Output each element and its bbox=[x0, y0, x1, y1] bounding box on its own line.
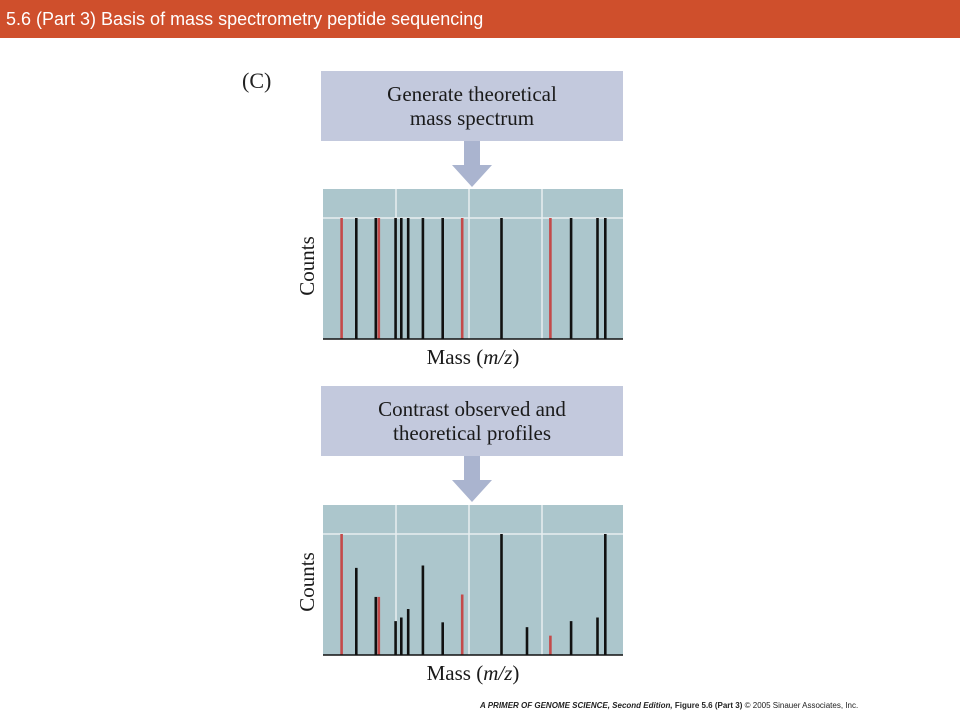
step-box-line1: Contrast observed and bbox=[378, 397, 566, 421]
x-axis-label-close: ) bbox=[512, 661, 519, 685]
x-axis-label-var: m/z bbox=[483, 345, 512, 369]
down-arrow-icon bbox=[452, 141, 492, 187]
peak-group bbox=[340, 534, 607, 655]
x-axis-label-text: Mass ( bbox=[427, 661, 484, 685]
theoretical-spectrum-plot: Counts Mass (m/z) bbox=[296, 189, 623, 369]
plot-background bbox=[323, 189, 623, 339]
step-box-line1: Generate theoretical bbox=[387, 82, 557, 106]
x-axis-label-var: m/z bbox=[483, 661, 512, 685]
y-axis-label: Counts bbox=[296, 236, 319, 296]
observed-spectrum-plot: Counts Mass (m/z) bbox=[296, 505, 623, 685]
down-arrow-icon bbox=[452, 456, 492, 502]
panel-label: (C) bbox=[242, 68, 272, 93]
step-box-generate: Generate theoretical mass spectrum bbox=[321, 71, 623, 141]
y-axis-label: Counts bbox=[296, 552, 319, 612]
step-box-line2: mass spectrum bbox=[409, 106, 535, 130]
x-axis-label: Mass (m/z) bbox=[427, 345, 520, 369]
x-axis-label-close: ) bbox=[512, 345, 519, 369]
peak-group bbox=[340, 218, 607, 339]
x-axis-label-text: Mass ( bbox=[427, 345, 484, 369]
step-box-contrast: Contrast observed and theoretical profil… bbox=[321, 386, 623, 456]
step-box-line2: theoretical profiles bbox=[392, 421, 551, 445]
slide-title: 5.6 (Part 3) Basis of mass spectrometry … bbox=[6, 9, 484, 29]
footer-book: A PRIMER OF GENOME SCIENCE, Second Editi… bbox=[480, 701, 673, 710]
title-bar: 5.6 (Part 3) Basis of mass spectrometry … bbox=[0, 0, 960, 38]
footer-credit: A PRIMER OF GENOME SCIENCE, Second Editi… bbox=[480, 701, 858, 710]
footer-figure: Figure 5.6 (Part 3) bbox=[674, 701, 743, 710]
x-axis-label: Mass (m/z) bbox=[427, 661, 520, 685]
footer-copyright: © 2005 Sinauer Associates, Inc. bbox=[744, 701, 859, 710]
plot-background bbox=[323, 505, 623, 655]
